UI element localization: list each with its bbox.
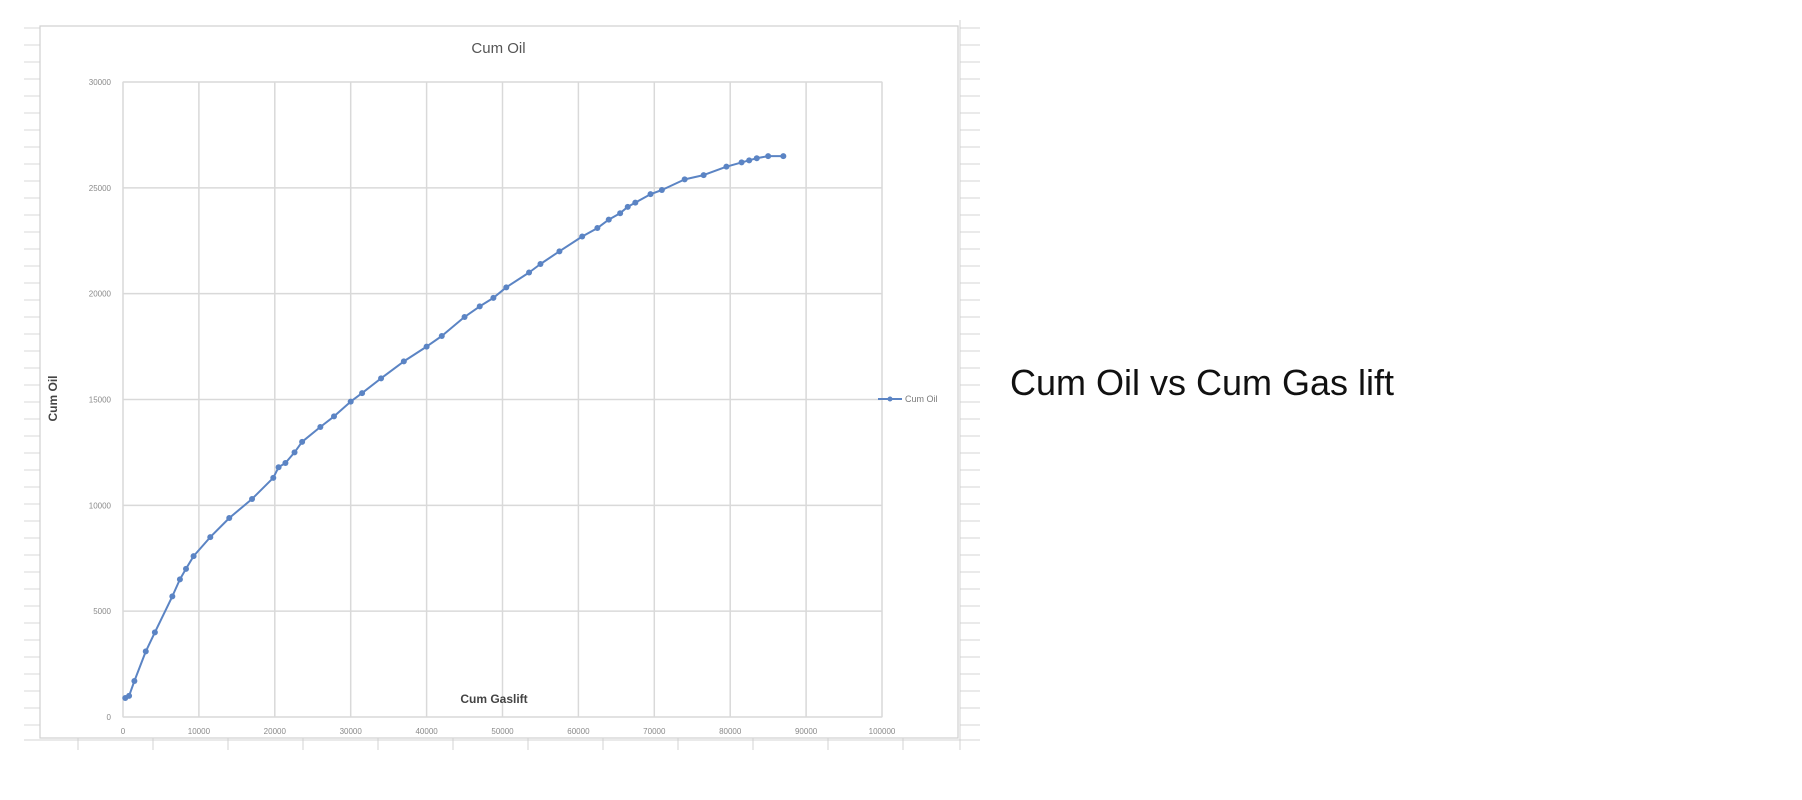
data-point [681, 176, 688, 183]
data-point [738, 159, 745, 166]
chart-title: Cum Oil [471, 40, 525, 57]
data-point [438, 333, 445, 339]
y-tick-label: 10000 [89, 501, 112, 510]
x-tick-label: 10000 [188, 727, 211, 736]
data-point [476, 303, 483, 310]
x-tick-label: 0 [121, 727, 126, 736]
x-tick-label: 60000 [567, 727, 590, 736]
sheet-grid [24, 20, 980, 750]
data-point [151, 629, 158, 636]
data-point [700, 172, 707, 179]
x-tick-label: 50000 [491, 727, 514, 736]
y-tick-label: 15000 [89, 396, 112, 405]
data-point [753, 155, 760, 162]
data-point [723, 163, 730, 170]
data-point [176, 576, 183, 583]
data-point [142, 648, 149, 655]
y-axis-title: Cum Oil [46, 375, 60, 421]
data-point [617, 210, 624, 217]
x-tick-label: 20000 [264, 727, 287, 736]
y-tick-label: 20000 [89, 290, 112, 299]
data-point [226, 515, 233, 522]
data-point [126, 692, 133, 699]
data-point [490, 294, 497, 301]
data-point [291, 449, 298, 456]
data-point [282, 460, 289, 466]
data-point [605, 216, 612, 223]
x-tick-label: 100000 [869, 727, 896, 736]
data-point [594, 225, 601, 232]
data-point [331, 413, 338, 420]
data-point [632, 199, 639, 206]
data-point [526, 269, 533, 276]
data-point [537, 261, 544, 268]
data-point [190, 553, 197, 560]
data-point [317, 424, 324, 431]
legend-label: Cum Oil [905, 394, 938, 404]
data-point [556, 248, 563, 255]
data-point [275, 464, 282, 471]
data-point [658, 186, 665, 193]
x-tick-label: 40000 [415, 727, 438, 736]
data-point [624, 203, 631, 210]
data-point [780, 153, 787, 160]
data-point [270, 474, 277, 481]
data-point [347, 398, 354, 405]
data-point [461, 313, 468, 320]
chart-area [39, 25, 959, 739]
x-tick-label: 30000 [340, 727, 363, 736]
y-tick-label: 30000 [89, 78, 112, 87]
data-point [647, 191, 654, 198]
data-point [400, 358, 407, 365]
data-point [765, 153, 772, 160]
y-tick-label: 0 [107, 713, 112, 722]
data-point [359, 390, 366, 397]
data-point [249, 495, 256, 502]
data-point [169, 593, 176, 600]
data-point [299, 438, 306, 445]
data-point [579, 233, 586, 240]
x-tick-label: 80000 [719, 727, 742, 736]
data-point [746, 157, 753, 164]
x-axis-title: Cum Gaslift [460, 692, 527, 706]
x-tick-label: 70000 [643, 727, 666, 736]
legend-marker [887, 396, 893, 402]
legend: Cum Oil [878, 394, 938, 404]
data-point [207, 534, 214, 541]
data-point [131, 678, 138, 685]
data-point [182, 565, 189, 572]
slide-caption: Cum Oil vs Cum Gas lift [1010, 362, 1395, 403]
data-point [503, 284, 510, 291]
spreadsheet-background [24, 20, 980, 750]
data-point [378, 375, 385, 382]
chart: 0 10000 20000 30000 40000 50000 60000 70000 8000… [39, 25, 959, 739]
y-tick-label: 25000 [89, 184, 112, 193]
data-point [423, 343, 430, 350]
x-tick-label: 90000 [795, 727, 818, 736]
y-tick-label: 5000 [93, 607, 111, 616]
